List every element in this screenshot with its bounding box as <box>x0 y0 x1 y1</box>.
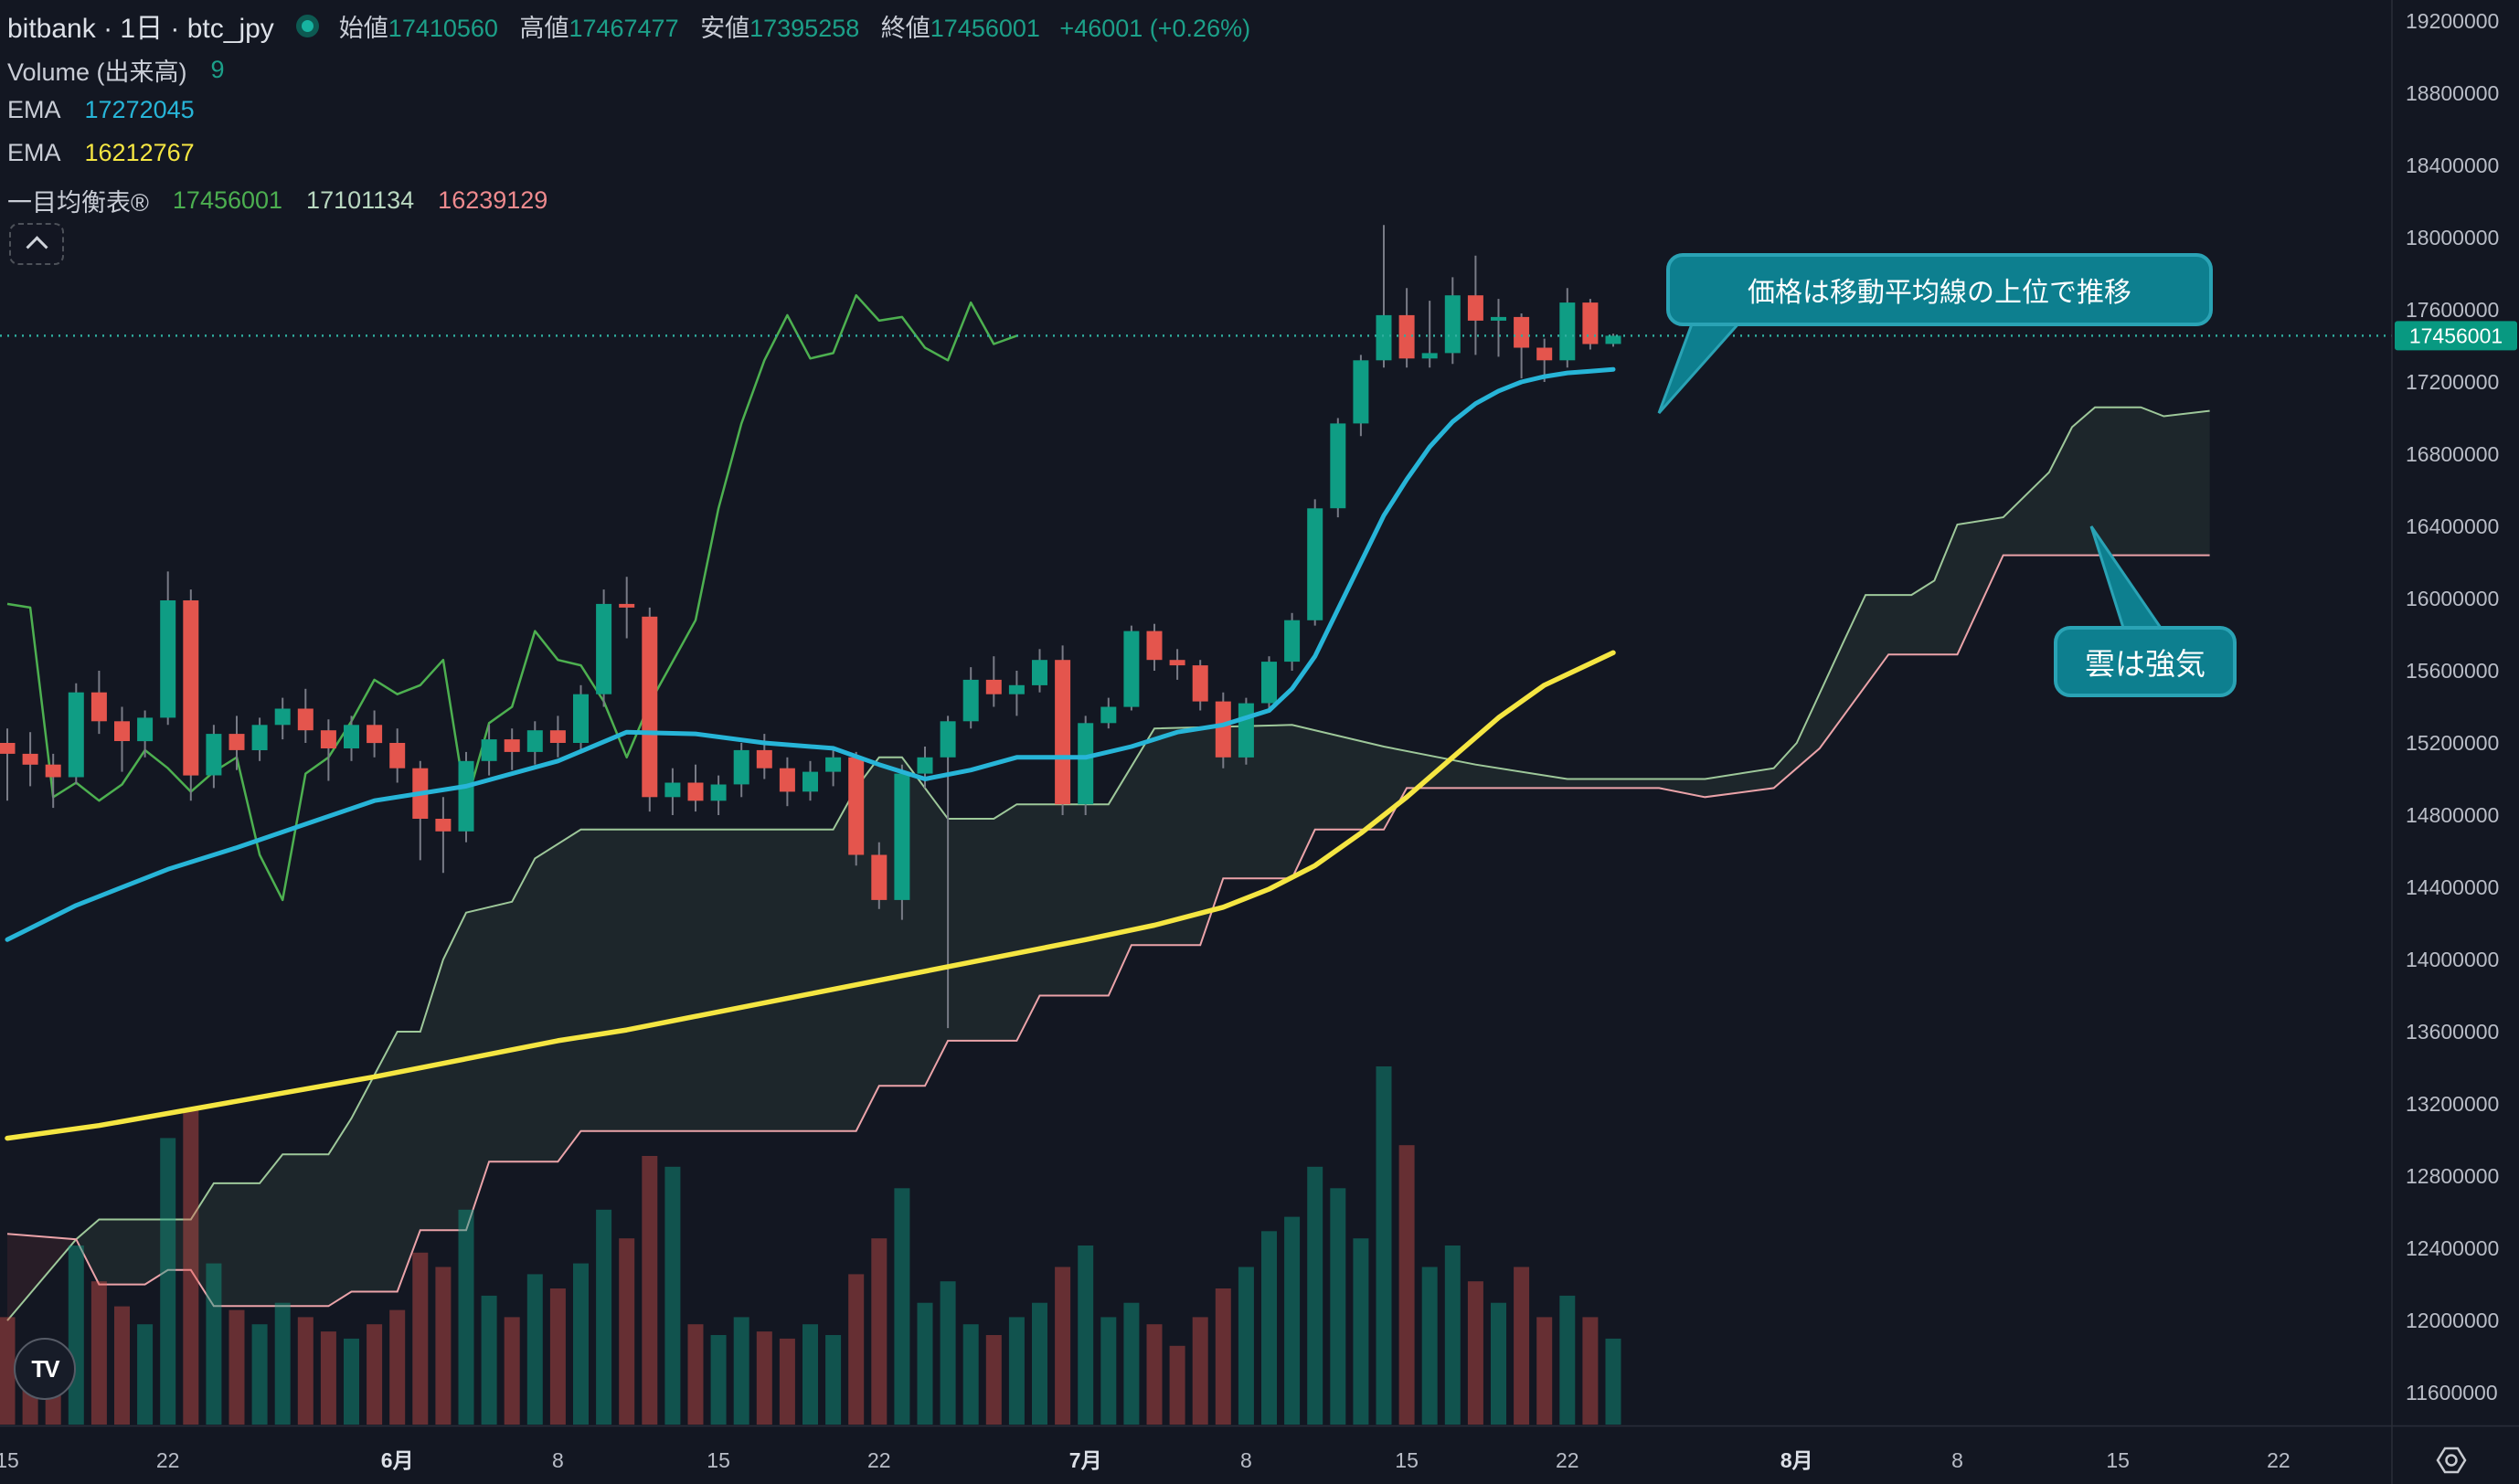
volume-bars <box>0 1066 1621 1425</box>
svg-text:17600000: 17600000 <box>2406 298 2499 322</box>
svg-text:15: 15 <box>2106 1448 2130 1472</box>
svg-text:14800000: 14800000 <box>2406 803 2499 827</box>
svg-text:19200000: 19200000 <box>2406 9 2499 33</box>
svg-text:12800000: 12800000 <box>2406 1164 2499 1188</box>
symbol-legend-row[interactable]: bitbank · 1日 · btc_jpy 始値17410560 高値1746… <box>7 5 1250 46</box>
annotation-tail <box>1657 320 1744 414</box>
price-scale-mode-icon[interactable] <box>2435 1444 2468 1477</box>
ichimoku-value-3: 16239129 <box>438 186 548 214</box>
indicator-row-volume[interactable]: Volume (出来高) 9 <box>7 52 225 88</box>
annotation-callout-cloud[interactable]: 雲は強気 <box>2054 626 2237 697</box>
ema-slow-line <box>5 650 1616 1141</box>
annotation-text: 雲は強気 <box>2085 647 2205 681</box>
svg-text:15200000: 15200000 <box>2406 731 2499 755</box>
indicator-value: 17272045 <box>84 96 195 123</box>
indicator-name: EMA <box>7 96 61 123</box>
svg-text:16800000: 16800000 <box>2406 442 2499 466</box>
change-value: +46001 (+0.26%) <box>1059 14 1251 42</box>
svg-text:18800000: 18800000 <box>2406 81 2499 105</box>
svg-text:22: 22 <box>2267 1448 2290 1472</box>
indicator-row-ema-slow[interactable]: EMA 16212767 <box>7 139 195 167</box>
svg-text:6月: 6月 <box>381 1448 414 1472</box>
indicator-name: Volume (出来高) <box>7 58 187 86</box>
svg-text:18400000: 18400000 <box>2406 154 2499 177</box>
current-price-tag <box>2395 321 2517 351</box>
svg-text:12000000: 12000000 <box>2406 1309 2499 1332</box>
ema-fast-line <box>5 366 1616 942</box>
svg-text:22: 22 <box>867 1448 891 1472</box>
indicator-value: 9 <box>210 56 225 83</box>
ohlc-readout: 始値17410560 高値17467477 安値17395258 終値17456… <box>339 8 1250 44</box>
low-value: 17395258 <box>749 14 860 42</box>
legend-collapse-button[interactable] <box>9 223 64 265</box>
svg-text:15: 15 <box>707 1448 730 1472</box>
svg-text:7月: 7月 <box>1069 1448 1102 1472</box>
annotation-text: 価格は移動平均線の上位で推移 <box>1748 278 2131 308</box>
svg-text:8: 8 <box>1240 1448 1252 1472</box>
annotation-callout-ma[interactable]: 価格は移動平均線の上位で推移 <box>1666 253 2213 326</box>
chevron-up-icon <box>25 235 48 258</box>
svg-text:17200000: 17200000 <box>2406 370 2499 394</box>
svg-text:8月: 8月 <box>1780 1448 1813 1472</box>
chikou-span-line <box>6 293 1017 902</box>
svg-text:8: 8 <box>1951 1448 1963 1472</box>
current-price-tag-value: 17456001 <box>2409 323 2503 347</box>
indicator-name: EMA <box>7 139 61 166</box>
svg-text:16400000: 16400000 <box>2406 514 2499 538</box>
ichimoku-cloud <box>6 406 2210 1321</box>
high-label: 高値 <box>519 14 569 42</box>
svg-text:15600000: 15600000 <box>2406 659 2499 683</box>
svg-text:15: 15 <box>0 1448 19 1472</box>
symbol-title[interactable]: bitbank · 1日 · btc_jpy <box>7 14 274 44</box>
ichimoku-value-2: 17101134 <box>306 186 415 214</box>
svg-text:11600000: 11600000 <box>2406 1381 2498 1404</box>
svg-text:22: 22 <box>1556 1448 1579 1472</box>
open-value: 17410560 <box>388 14 498 42</box>
indicator-value: 16212767 <box>84 139 195 166</box>
close-value: 17456001 <box>930 14 1040 42</box>
price-axis[interactable]: 19200000 18800000 18400000 18000000 17600000… <box>2395 9 2517 1404</box>
svg-text:13600000: 13600000 <box>2406 1020 2499 1044</box>
svg-text:14400000: 14400000 <box>2406 875 2499 899</box>
senkou-b-line <box>6 554 2210 1308</box>
senkou-a-line <box>6 406 2210 1321</box>
candles-layer <box>0 225 1621 1029</box>
svg-text:16000000: 16000000 <box>2406 587 2499 610</box>
svg-text:15: 15 <box>1395 1448 1419 1472</box>
indicator-name: 一目均衡表® <box>7 189 149 217</box>
ichimoku-value-1: 17456001 <box>172 186 283 214</box>
high-value: 17467477 <box>569 14 679 42</box>
svg-text:12400000: 12400000 <box>2406 1236 2499 1260</box>
time-axis[interactable]: 15 22 6月 8 15 22 7月 8 15 22 8月 8 15 22 <box>0 1448 2290 1472</box>
market-status-icon <box>295 14 319 37</box>
close-label: 終値 <box>880 14 930 42</box>
tradingview-logo[interactable]: TV <box>14 1338 76 1400</box>
svg-text:13200000: 13200000 <box>2406 1092 2499 1116</box>
svg-text:18000000: 18000000 <box>2406 226 2499 249</box>
svg-text:14000000: 14000000 <box>2406 948 2499 971</box>
indicator-row-ema-fast[interactable]: EMA 17272045 <box>7 96 195 124</box>
svg-text:8: 8 <box>552 1448 564 1472</box>
indicator-row-ichimoku[interactable]: 一目均衡表® 17456001 17101134 16239129 <box>7 183 547 218</box>
svg-text:22: 22 <box>156 1448 180 1472</box>
tradingview-logo-glyph: TV <box>31 1354 59 1383</box>
hexagon-target-icon <box>2436 1447 2467 1474</box>
low-label: 安値 <box>700 14 750 42</box>
open-label: 始値 <box>338 14 388 42</box>
